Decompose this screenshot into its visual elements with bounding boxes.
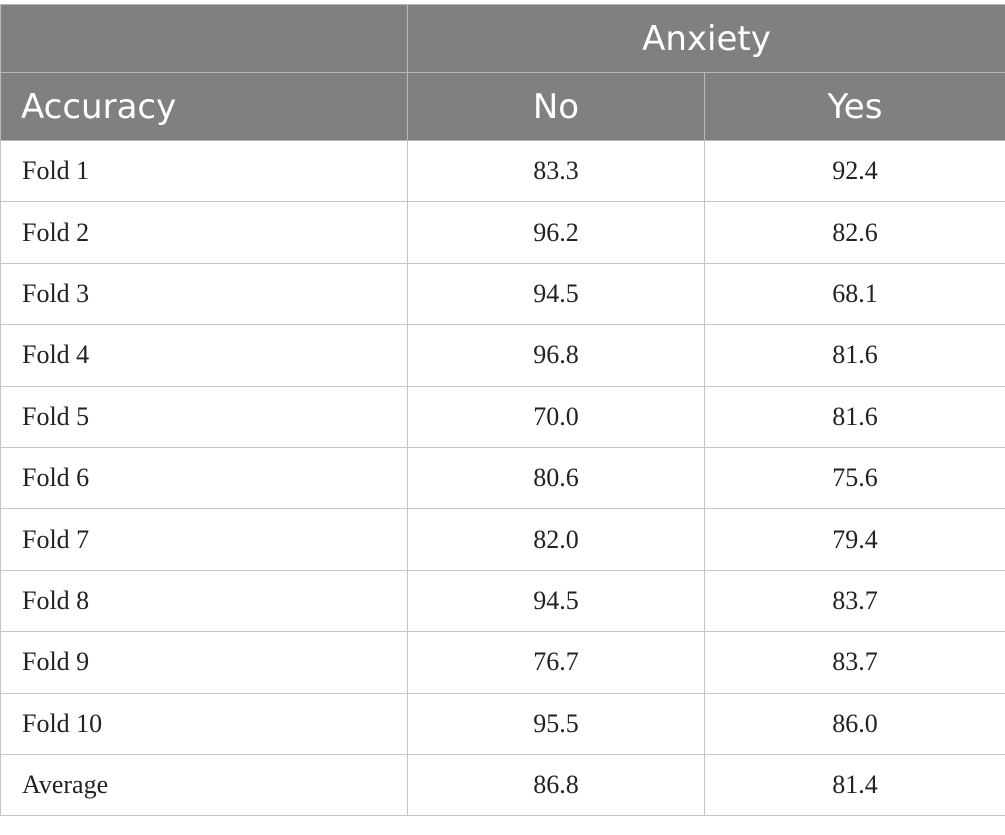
header-yes: Yes <box>704 72 1005 141</box>
cell-yes: 92.4 <box>704 139 1005 203</box>
cell-no: 95.5 <box>407 692 705 755</box>
cell-no: 86.8 <box>407 753 705 817</box>
cell-no: 94.5 <box>407 569 705 633</box>
table-row: Fold 8 94.5 83.7 <box>0 569 1005 633</box>
row-label: Fold 6 <box>0 446 408 510</box>
row-label: Fold 8 <box>0 569 408 633</box>
table-row: Fold 6 80.6 75.6 <box>0 446 1005 510</box>
accuracy-table: Anxiety Accuracy No Yes Fold 1 83.3 92.4… <box>0 4 1005 817</box>
cell-yes: 68.1 <box>704 262 1005 326</box>
table-row: Fold 4 96.8 81.6 <box>0 324 1005 387</box>
cell-yes: 83.7 <box>704 631 1005 694</box>
row-label: Fold 1 <box>0 139 408 203</box>
cell-yes: 86.0 <box>704 692 1005 755</box>
header-empty-cell <box>0 4 408 73</box>
row-label: Fold 5 <box>0 385 408 448</box>
cell-no: 94.5 <box>407 262 705 326</box>
header-no: No <box>407 72 705 141</box>
cell-yes: 81.6 <box>704 324 1005 387</box>
cell-no: 96.8 <box>407 324 705 387</box>
cell-no: 76.7 <box>407 631 705 694</box>
header-row-columns: Accuracy No Yes <box>0 72 1005 141</box>
cell-yes: 81.6 <box>704 385 1005 448</box>
cell-yes: 82.6 <box>704 201 1005 264</box>
row-label: Fold 7 <box>0 508 408 571</box>
header-accuracy: Accuracy <box>0 72 408 141</box>
table-row: Fold 5 70.0 81.6 <box>0 385 1005 448</box>
table-header: Anxiety Accuracy No Yes <box>0 4 1005 141</box>
cell-yes: 79.4 <box>704 508 1005 571</box>
row-label: Fold 2 <box>0 201 408 264</box>
table-row: Fold 9 76.7 83.7 <box>0 631 1005 694</box>
row-label: Fold 4 <box>0 324 408 387</box>
table-row: Fold 10 95.5 86.0 <box>0 692 1005 755</box>
cell-no: 96.2 <box>407 201 705 264</box>
row-label: Fold 3 <box>0 262 408 326</box>
table-row: Fold 3 94.5 68.1 <box>0 262 1005 326</box>
header-group-anxiety: Anxiety <box>407 4 1005 73</box>
table-row: Fold 2 96.2 82.6 <box>0 201 1005 264</box>
cell-no: 82.0 <box>407 508 705 571</box>
cell-no: 70.0 <box>407 385 705 448</box>
cell-no: 83.3 <box>407 139 705 203</box>
cell-yes: 81.4 <box>704 753 1005 817</box>
row-label: Fold 10 <box>0 692 408 755</box>
row-label: Average <box>0 753 408 817</box>
table-row: Fold 1 83.3 92.4 <box>0 139 1005 203</box>
table-row-average: Average 86.8 81.4 <box>0 753 1005 817</box>
cell-yes: 75.6 <box>704 446 1005 510</box>
cell-no: 80.6 <box>407 446 705 510</box>
row-label: Fold 9 <box>0 631 408 694</box>
header-row-group: Anxiety <box>0 4 1005 73</box>
table-row: Fold 7 82.0 79.4 <box>0 508 1005 571</box>
cell-yes: 83.7 <box>704 569 1005 633</box>
table-body: Fold 1 83.3 92.4 Fold 2 96.2 82.6 Fold 3… <box>0 139 1005 817</box>
